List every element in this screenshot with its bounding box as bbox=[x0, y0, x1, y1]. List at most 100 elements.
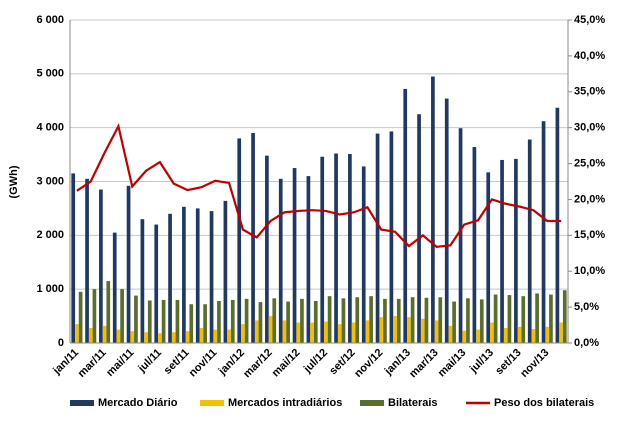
bar bbox=[300, 298, 304, 343]
bar bbox=[161, 299, 166, 343]
line bbox=[76, 123, 562, 248]
bar bbox=[195, 208, 200, 343]
bar bbox=[458, 128, 463, 343]
bar bbox=[503, 327, 508, 343]
bar bbox=[134, 295, 138, 343]
bar bbox=[292, 168, 297, 343]
bar bbox=[351, 322, 356, 343]
y2-tick-label: 20,0% bbox=[574, 193, 605, 205]
bar bbox=[244, 298, 249, 343]
bar bbox=[254, 320, 259, 343]
legend-label: Bilaterais bbox=[388, 397, 438, 409]
bar bbox=[313, 301, 318, 343]
bar bbox=[341, 298, 346, 343]
y2-tick-label: 40,0% bbox=[574, 50, 605, 62]
bar bbox=[393, 316, 397, 343]
bar bbox=[407, 317, 411, 343]
bar bbox=[379, 317, 384, 343]
bar bbox=[462, 330, 467, 343]
y-tick-label: 2 000 bbox=[36, 229, 64, 241]
bar bbox=[320, 156, 325, 343]
bar bbox=[154, 224, 159, 343]
bar bbox=[490, 322, 494, 343]
bar bbox=[334, 153, 338, 343]
bar bbox=[265, 155, 269, 343]
bar bbox=[310, 322, 314, 343]
bar bbox=[227, 329, 231, 343]
bar bbox=[203, 304, 207, 343]
bar bbox=[438, 297, 443, 343]
bar bbox=[168, 213, 172, 343]
bar bbox=[251, 133, 255, 343]
bar bbox=[209, 211, 214, 343]
bar bbox=[452, 301, 456, 343]
bar bbox=[78, 291, 83, 343]
bar bbox=[466, 298, 470, 343]
bar bbox=[185, 331, 190, 343]
legend-label: Mercados intradiários bbox=[228, 397, 342, 409]
y-tick-label: 0 bbox=[58, 337, 64, 349]
x-tick-label: mai/12 bbox=[270, 347, 303, 380]
bar bbox=[112, 232, 117, 343]
bar bbox=[199, 327, 204, 343]
bar bbox=[420, 318, 425, 343]
bar bbox=[514, 158, 518, 343]
y2-tick-label: 0,0% bbox=[574, 337, 599, 349]
bar bbox=[99, 189, 103, 343]
x-tick-label: nov/12 bbox=[352, 347, 385, 380]
bar bbox=[355, 297, 360, 343]
bar bbox=[130, 331, 135, 343]
y2-tick-label: 5,0% bbox=[574, 301, 599, 313]
bar bbox=[403, 88, 408, 343]
bar bbox=[75, 324, 79, 343]
bar bbox=[120, 289, 124, 343]
legend-label: Mercado Diário bbox=[98, 397, 178, 409]
bar bbox=[434, 320, 439, 343]
bar bbox=[348, 154, 352, 343]
bar bbox=[85, 178, 89, 343]
bar bbox=[424, 297, 429, 343]
y2-tick-label: 15,0% bbox=[574, 229, 605, 241]
bar bbox=[182, 206, 186, 343]
y-tick-label: 6 000 bbox=[36, 14, 64, 26]
bar bbox=[324, 321, 328, 343]
bar bbox=[213, 329, 218, 343]
bar bbox=[223, 200, 228, 343]
bar bbox=[479, 299, 484, 343]
bar bbox=[375, 133, 380, 343]
x-tick-label: mar/11 bbox=[76, 347, 109, 380]
bar bbox=[559, 322, 563, 343]
bar bbox=[361, 166, 366, 343]
bar bbox=[171, 332, 176, 343]
bar bbox=[296, 322, 301, 343]
bar bbox=[389, 131, 394, 343]
bar bbox=[493, 294, 498, 343]
y-tick-label: 3 000 bbox=[36, 175, 64, 187]
y-axis-label: (GWh) bbox=[8, 165, 20, 198]
bar bbox=[92, 289, 97, 343]
legend-swatch bbox=[360, 400, 384, 406]
bar bbox=[237, 138, 242, 343]
bar bbox=[417, 114, 421, 343]
y2-tick-label: 35,0% bbox=[574, 86, 605, 98]
bar bbox=[531, 329, 536, 343]
bar bbox=[217, 301, 221, 343]
x-tick-label: nov/11 bbox=[187, 347, 220, 380]
bar bbox=[147, 300, 152, 343]
bar bbox=[126, 185, 131, 343]
bar bbox=[410, 297, 415, 343]
bar bbox=[562, 290, 567, 343]
bar bbox=[521, 296, 526, 343]
bar bbox=[241, 324, 245, 343]
x-tick-label: jul/12 bbox=[301, 347, 330, 376]
bar bbox=[140, 219, 145, 343]
bar bbox=[541, 121, 546, 343]
bar bbox=[527, 139, 532, 343]
bar bbox=[278, 178, 283, 343]
bar bbox=[365, 320, 370, 343]
bar bbox=[545, 326, 550, 343]
bar bbox=[486, 172, 491, 343]
bar bbox=[500, 159, 504, 343]
legend-label: Peso dos bilaterais bbox=[494, 397, 594, 409]
